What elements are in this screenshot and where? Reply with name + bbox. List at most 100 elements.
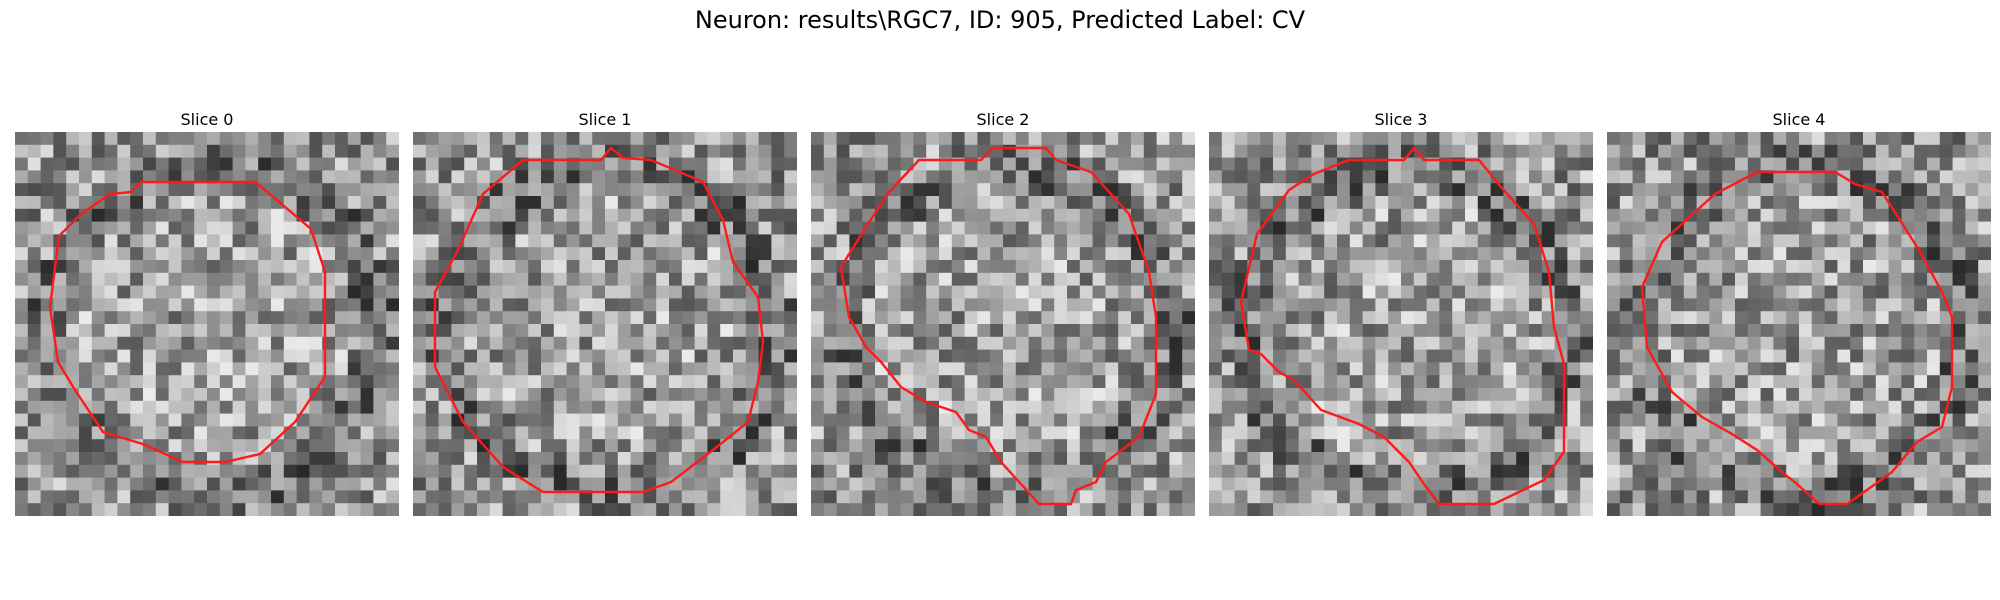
pixel-cell [1285,477,1300,491]
pixel-cell [1349,349,1364,363]
pixel-cell [579,477,593,491]
pixel-cell [1337,336,1351,351]
pixel-cell [1978,375,1991,389]
pixel-cell [1580,490,1593,504]
pixel-cell [489,477,504,491]
grayscale-texture [1607,132,1991,516]
pixel-cell [1863,221,1877,235]
pixel-cell [1401,477,1415,491]
pixel-cell [168,426,182,440]
pixel-cell [784,221,797,235]
pixel-cell [373,285,387,299]
pixel-cell [1182,260,1195,274]
pixel-cell [1773,375,1787,389]
pixel-cell [296,490,310,504]
pixel-cell [1683,157,1698,171]
pixel-cell [1298,311,1312,325]
pixel-cell [438,503,452,516]
pixel-cell [823,170,838,184]
pixel-cell [1439,221,1453,235]
pixel-cell [1683,132,1698,146]
pixel-cell [1619,311,1634,325]
pixel-cell [1285,298,1300,312]
pixel-cell [245,285,259,299]
pixel-cell [643,285,657,299]
pixel-cell [887,400,902,415]
pixel-cell [1901,132,1915,146]
pixel-cell [207,452,221,466]
pixel-cell [1824,426,1838,440]
pixel-cell [155,439,170,453]
pixel-cell [232,336,246,351]
pixel-cell [1607,183,1621,197]
pixel-cell [1773,208,1787,223]
pixel-cell [1362,477,1376,491]
pixel-cell [862,234,876,248]
pixel-cell [977,388,991,402]
pixel-cell [553,196,568,210]
pixel-cell [1118,221,1132,235]
pixel-cell [464,452,478,466]
pixel-cell [669,426,683,440]
pixel-cell [360,349,374,363]
pixel-cell [477,452,491,466]
pixel-cell [849,144,863,159]
pixel-cell [862,490,876,504]
pixel-cell [1760,272,1774,287]
pixel-cell [219,183,234,197]
pixel-cell [155,132,170,146]
pixel-cell [1182,196,1195,210]
pixel-cell [1952,349,1966,363]
pixel-cell [862,196,876,210]
pixel-cell [296,183,310,197]
pixel-cell [643,208,657,223]
pixel-cell [1952,311,1966,325]
pixel-cell [245,375,259,389]
pixel-cell [1375,183,1389,197]
pixel-cell [1645,388,1659,402]
pixel-cell [1426,349,1440,363]
pixel-cell [745,464,760,479]
pixel-cell [1722,413,1736,427]
pixel-cell [1298,362,1312,376]
pixel-cell [887,157,902,171]
pixel-cell [887,426,902,440]
pixel-cell [386,221,399,235]
pixel-cell [1875,260,1890,274]
pixel-cell [926,196,940,210]
pixel-cell [1645,132,1659,146]
pixel-cell [1671,490,1685,504]
pixel-cell [1978,336,1991,351]
pixel-cell [836,234,850,248]
pixel-cell [939,490,953,504]
pixel-cell [40,375,54,389]
pixel-cell [1401,247,1415,261]
pixel-cell [707,324,721,338]
pixel-cell [91,490,106,504]
pixel-cell [194,132,208,146]
pixel-cell [1426,144,1440,159]
pixel-cell [771,247,785,261]
pixel-cell [745,208,760,223]
pixel-cell [875,132,889,146]
pixel-cell [1426,272,1440,287]
pixel-cell [1747,464,1762,479]
pixel-cell [1465,247,1479,261]
pixel-cell [104,324,118,338]
pixel-cell [386,324,399,338]
pixel-cell [1580,400,1593,415]
pixel-cell [1234,221,1248,235]
pixel-cell [1696,221,1710,235]
pixel-cell [1234,477,1248,491]
pixel-cell [1965,503,1979,516]
pixel-cell [964,298,978,312]
pixel-cell [451,375,465,389]
pixel-cell [1824,183,1838,197]
pixel-cell [1927,375,1941,389]
pixel-cell [630,490,644,504]
pixel-cell [181,413,195,427]
pixel-cell [232,311,246,325]
pixel-cell [553,144,568,159]
pixel-cell [643,388,657,402]
pixel-cell [258,413,272,427]
